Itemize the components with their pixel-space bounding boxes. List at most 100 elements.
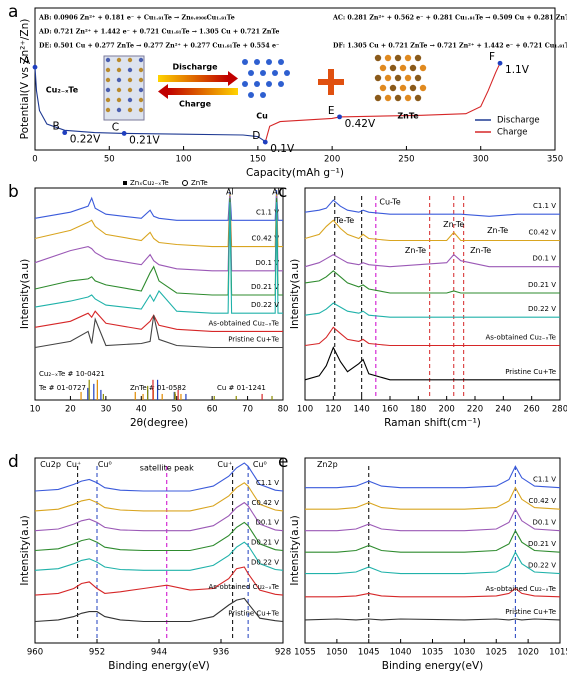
series-line (305, 551, 561, 575)
inset-znte-atom (399, 84, 407, 92)
x-tick-label: 100 (297, 405, 313, 415)
y-axis-label: Potential(V vs Zn²⁺/Zn) (19, 19, 31, 140)
series-line (304, 618, 561, 621)
inset-atom (138, 87, 144, 93)
inset-atom (116, 67, 122, 73)
x-tick-label: 250 (398, 155, 414, 165)
series-line (34, 67, 266, 143)
series-label: D0.21 V (528, 540, 556, 548)
x-tick-label: 260 (524, 405, 540, 415)
inset-cu-atom (254, 59, 260, 65)
series-label: C0.42 V (252, 235, 280, 243)
inset-atom (127, 107, 133, 113)
inset-znte-atom (414, 74, 422, 82)
x-tick-label: 1025 (485, 648, 507, 658)
inset-znte-atom (409, 64, 417, 72)
y-axis-label: Intensity(a.u) (19, 259, 31, 329)
series-line (304, 326, 560, 347)
inset-atom (116, 107, 122, 113)
inset-znte-atom (404, 54, 412, 62)
inset-atom (105, 97, 111, 103)
series-line (34, 597, 284, 623)
inset-label: Cu₂₋ₓTe (46, 86, 79, 95)
inset-znte-atom (374, 74, 382, 82)
inset-znte-atom (394, 74, 402, 82)
inset-znte-atom (409, 84, 417, 92)
annotation: Zn-Te (470, 246, 491, 255)
inset-znte-atom (374, 94, 382, 102)
series-line (305, 587, 561, 598)
reaction: DF: 1.305 Cu + 0.721 ZnTe → 0.721 Zn²⁺ +… (333, 43, 567, 50)
x-tick-label: 1030 (454, 648, 476, 658)
inset-cu-atom (266, 81, 272, 87)
discharge-arrowhead (228, 71, 238, 86)
x-axis-label: 2θ(degree) (130, 417, 188, 429)
series-label: D0.21 V (251, 283, 279, 291)
state-point (121, 131, 127, 136)
annotation: Zn-Te (443, 220, 464, 229)
x-tick-label: 10 (30, 405, 41, 415)
x-tick-label: 30 (100, 405, 111, 415)
annotation: Al (226, 188, 234, 197)
point-label: 0.21V (129, 134, 160, 146)
series-line (304, 302, 560, 318)
plot-frame (34, 7, 556, 151)
inset-atom (127, 67, 133, 73)
series-line (305, 508, 561, 532)
series-label: C1.1 V (256, 479, 279, 487)
x-tick-label: 180 (410, 405, 426, 415)
panel-letter: b (8, 182, 19, 202)
series-line (305, 465, 561, 489)
reference-label: ZnTe # 01-0582 (130, 384, 186, 392)
point-name: E (328, 105, 335, 117)
x-tick-label: 80 (278, 405, 289, 415)
annotation: Te-Te (334, 216, 354, 225)
symbol-legend-label: ZnₓCu₂₋ₓTe (130, 179, 169, 187)
x-tick-label: 240 (495, 405, 511, 415)
inset-label: ZnTe (397, 112, 419, 121)
series-line (304, 199, 560, 217)
series-label: C1.1 V (256, 208, 279, 216)
inset-atom (105, 87, 111, 93)
inset-znte-atom (399, 64, 407, 72)
legend-label: Discharge (497, 116, 540, 126)
x-tick-label: 928 (275, 648, 291, 658)
x-tick-label: 280 (552, 405, 567, 415)
annotation: Al (272, 188, 280, 197)
inset-cu-atom (260, 92, 266, 98)
series-label: Pristine Cu+Te (505, 368, 556, 376)
x-tick-label: 1050 (326, 648, 348, 658)
series-line (34, 194, 283, 248)
series-label: D0.1 V (255, 519, 279, 527)
state-point (62, 130, 68, 136)
x-tick-label: 100 (175, 155, 191, 165)
inset-cu-atom (248, 92, 254, 98)
inset-znte-atom (384, 94, 392, 102)
x-tick-label: 952 (89, 648, 105, 658)
reaction: DE: 0.501 Cu + 0.277 ZnTe → 0.277 Zn²⁺ +… (39, 43, 279, 50)
series-line (304, 346, 560, 381)
plot-frame (304, 187, 561, 401)
y-axis-label: Intensity(a.u) (289, 259, 301, 329)
series-line (304, 270, 560, 294)
inset-cu-atom (260, 70, 266, 76)
panel-letter: c (278, 182, 287, 202)
plot-frame (34, 187, 284, 401)
panel-letter: d (8, 452, 19, 472)
inset-znte-atom (379, 64, 387, 72)
series-label: C0.42 V (252, 499, 280, 507)
series-label: C1.1 V (533, 202, 556, 210)
annotation: satellite peak (140, 463, 194, 472)
x-tick-label: 960 (27, 648, 43, 658)
x-tick-label: 20 (65, 405, 76, 415)
symbol-square (123, 181, 127, 185)
inset-znte-atom (389, 64, 397, 72)
inset-cu-atom (242, 81, 248, 87)
inset-atom (138, 97, 144, 103)
inset-znte-atom (414, 54, 422, 62)
x-axis-label: Binding energy(eV) (382, 660, 483, 672)
x-tick-label: 60 (207, 405, 218, 415)
x-tick-label: 50 (171, 405, 182, 415)
x-tick-label: 160 (382, 405, 398, 415)
point-name: A (23, 55, 31, 67)
